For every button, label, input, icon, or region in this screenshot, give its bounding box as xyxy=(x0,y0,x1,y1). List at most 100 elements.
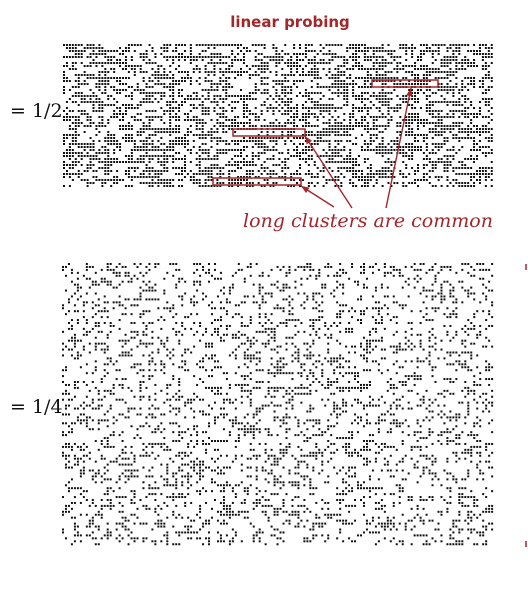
occupied-slot xyxy=(242,179,245,181)
occupied-slot xyxy=(490,173,493,175)
occupied-slot xyxy=(392,316,395,319)
occupied-slot xyxy=(491,289,494,292)
occupied-slot xyxy=(104,80,107,82)
occupied-slot xyxy=(290,59,293,61)
occupied-slot xyxy=(304,92,307,94)
occupied-slot xyxy=(157,80,160,82)
occupied-slot xyxy=(281,107,284,109)
occupied-slot xyxy=(443,170,446,172)
occupied-slot xyxy=(225,80,228,82)
occupied-slot xyxy=(467,173,470,175)
occupied-slot xyxy=(198,122,201,124)
occupied-slot xyxy=(228,289,231,292)
occupied-slot xyxy=(210,80,213,82)
occupied-slot xyxy=(145,176,148,178)
occupied-slot xyxy=(166,301,169,304)
occupied-slot xyxy=(193,375,196,378)
occupied-slot xyxy=(184,363,187,366)
occupied-slot xyxy=(101,80,104,82)
occupied-slot xyxy=(257,74,260,76)
occupied-slot xyxy=(95,176,98,178)
occupied-slot xyxy=(219,386,222,389)
occupied-slot xyxy=(337,44,340,46)
occupied-slot xyxy=(309,372,312,375)
occupied-slot xyxy=(237,336,240,339)
occupied-slot xyxy=(399,152,402,154)
occupied-slot xyxy=(142,140,145,142)
occupied-slot xyxy=(437,110,440,112)
occupied-slot xyxy=(208,304,211,307)
occupied-slot xyxy=(422,286,425,289)
occupied-slot xyxy=(392,301,395,304)
occupied-slot xyxy=(245,179,248,181)
occupied-slot xyxy=(461,161,464,163)
occupied-slot xyxy=(358,68,360,70)
occupied-slot xyxy=(62,265,64,268)
occupied-slot xyxy=(192,98,195,100)
occupied-slot xyxy=(231,119,234,121)
occupied-slot xyxy=(183,164,186,166)
occupied-slot xyxy=(355,107,358,109)
occupied-slot xyxy=(245,50,248,52)
occupied-slot xyxy=(372,176,375,178)
occupied-slot xyxy=(296,95,299,97)
occupied-slot xyxy=(296,155,299,157)
occupied-slot xyxy=(275,143,278,145)
occupied-slot xyxy=(405,119,408,121)
occupied-slot xyxy=(464,182,467,184)
occupied-slot xyxy=(287,152,290,154)
occupied-slot xyxy=(148,44,151,46)
occupied-slot xyxy=(95,155,98,157)
occupied-slot xyxy=(175,125,178,127)
occupied-slot xyxy=(234,383,237,386)
occupied-slot xyxy=(378,98,381,100)
occupied-slot xyxy=(251,140,254,142)
occupied-slot xyxy=(381,65,384,67)
occupied-slot xyxy=(285,322,288,324)
occupied-slot xyxy=(434,143,437,145)
occupied-slot xyxy=(245,98,248,100)
occupied-slot xyxy=(100,316,103,319)
occupied-slot xyxy=(434,348,437,351)
cluster-highlight-box xyxy=(371,79,439,88)
occupied-slot xyxy=(476,149,478,151)
occupied-slot xyxy=(318,292,321,295)
occupied-slot xyxy=(331,107,334,109)
occupied-slot xyxy=(222,372,225,375)
occupied-slot xyxy=(248,137,251,139)
occupied-slot xyxy=(237,149,240,151)
occupied-slot xyxy=(240,301,243,304)
occupied-slot xyxy=(381,50,384,52)
occupied-slot xyxy=(325,44,328,46)
occupied-slot xyxy=(405,185,408,187)
occupied-slot xyxy=(387,44,390,46)
occupied-slot xyxy=(300,372,303,375)
occupied-slot xyxy=(213,327,216,330)
occupied-slot xyxy=(284,101,287,103)
occupied-slot xyxy=(254,92,257,94)
occupied-slot xyxy=(377,310,380,313)
occupied-slot xyxy=(408,71,411,73)
occupied-slot xyxy=(331,98,334,100)
occupied-slot xyxy=(449,295,452,298)
occupied-slot xyxy=(133,119,136,121)
occupied-slot xyxy=(258,286,261,289)
occupied-slot xyxy=(290,62,293,64)
occupied-slot xyxy=(169,110,172,112)
occupied-slot xyxy=(362,286,365,289)
occupied-slot xyxy=(207,176,210,178)
occupied-slot xyxy=(487,89,490,91)
occupied-slot xyxy=(92,107,95,109)
occupied-slot xyxy=(225,327,228,330)
occupied-slot xyxy=(334,107,337,109)
occupied-slot xyxy=(343,158,346,160)
occupied-slot xyxy=(124,161,127,163)
occupied-slot xyxy=(399,149,402,151)
occupied-slot xyxy=(334,83,337,85)
occupied-slot xyxy=(79,354,82,357)
occupied-slot xyxy=(296,125,299,127)
occupied-slot xyxy=(160,179,163,181)
occupied-slot xyxy=(384,128,387,130)
occupied-slot xyxy=(287,107,290,109)
occupied-slot xyxy=(461,182,464,184)
